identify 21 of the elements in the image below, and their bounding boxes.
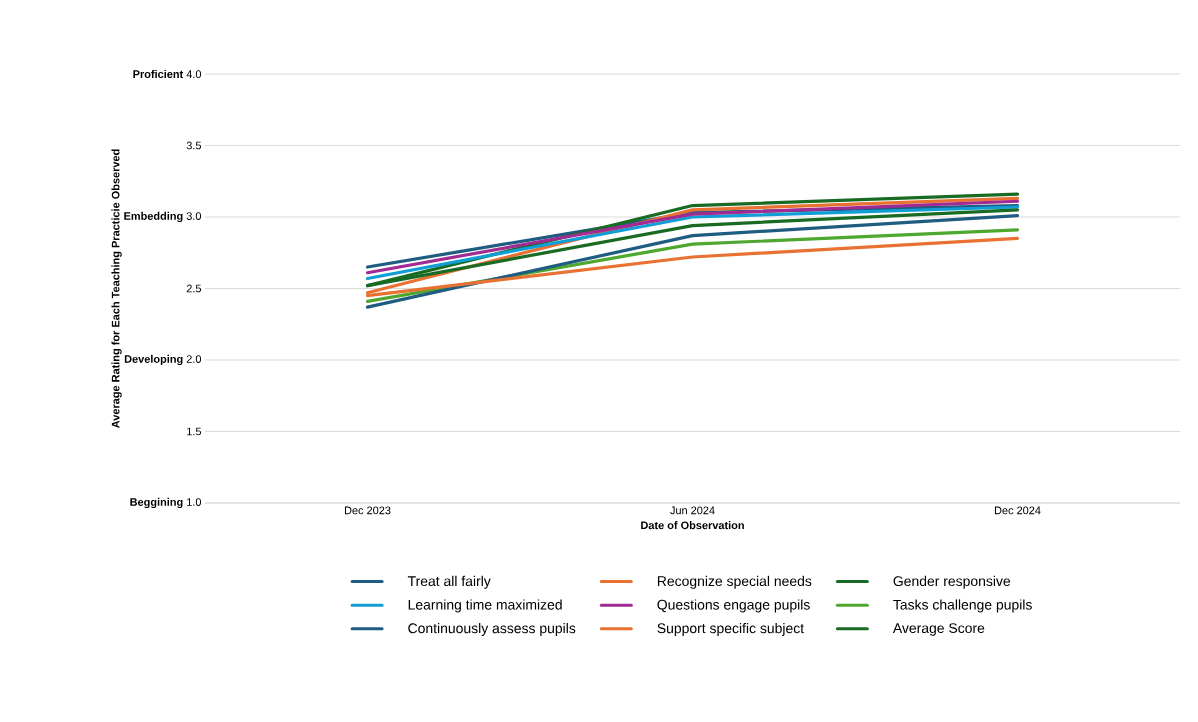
- y-tick-label: 1.5: [187, 427, 202, 436]
- y-tick-label: Proficient 4.0: [133, 69, 202, 79]
- y-tick-label: Developing 2.0: [124, 354, 202, 366]
- y-tick-label: 3.5: [186, 141, 202, 150]
- x-axis-title: Date of Observation: [641, 521, 744, 530]
- y-tick-label: Beggining 1.0: [130, 497, 202, 509]
- y-axis-title: Average Rating for Each Teaching Practicie Observed: [111, 149, 122, 428]
- legend-label: Gender responsive: [893, 575, 1011, 589]
- y-tick-label: Embedding 3.0: [124, 211, 202, 223]
- y-tick-label: 2.5: [186, 284, 202, 293]
- legend-label: Learning time maximized: [408, 599, 562, 613]
- legend-label: Recognize special needs: [657, 575, 812, 589]
- legend-label: Support specific subject: [657, 622, 804, 636]
- legend-label: Questions engage pupils: [657, 599, 810, 613]
- legend-label: Continuously assess pupils: [408, 622, 576, 636]
- legend-label: Tasks challenge pupils: [893, 599, 1032, 613]
- x-tick-label: Dec 2024: [994, 506, 1041, 515]
- legend-label: Treat all fairly: [407, 575, 491, 589]
- legend-label: Average Score: [892, 623, 985, 636]
- x-tick-label: Dec 2023: [344, 506, 391, 515]
- x-tick-label: Jun 2024: [670, 506, 715, 515]
